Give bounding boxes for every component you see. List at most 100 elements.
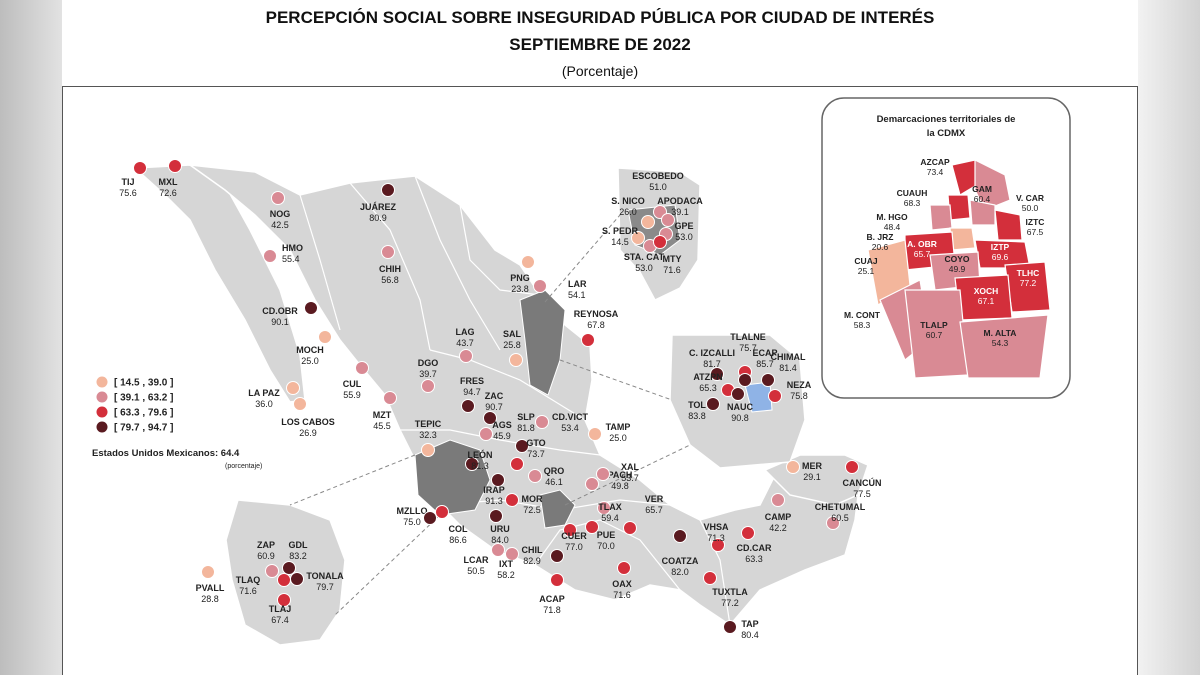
marker-mzt [383, 391, 397, 405]
city-value-chih: 56.8 [381, 275, 399, 285]
district-name-a-obr: A. OBR [907, 239, 937, 249]
city-value-moch: 25.0 [301, 356, 319, 366]
district-name-cuauh: CUAUH [897, 188, 928, 198]
marker-c-izcalli [710, 367, 724, 381]
city-name-pue: PUE [597, 530, 616, 540]
city-name-neza: NEZA [787, 380, 812, 390]
city-name-lag: LAG [456, 327, 475, 337]
city-value-gdl: 83.2 [289, 551, 307, 561]
city-value-nauc: 90.8 [731, 413, 749, 423]
city-name-gpe: GPE [674, 221, 693, 231]
marker-mxl [168, 159, 182, 173]
marker-tij [133, 161, 147, 175]
city-name-juarez: JUÁREZ [360, 202, 397, 212]
district-name-coyo: COYO [944, 254, 969, 264]
city-value-tlalne: 75.7 [739, 343, 757, 353]
district-value-b-jrz: 20.6 [872, 242, 889, 252]
city-value-ixt: 58.2 [497, 570, 515, 580]
city-value-mor: 72.5 [523, 505, 541, 515]
legend-label-3: [ 63.3 , 79.6 ] [114, 408, 173, 419]
legend-label-4: [ 79.7 , 94.7 ] [114, 423, 173, 434]
marker-slp [515, 439, 529, 453]
district-value-iztp: 69.6 [992, 252, 1009, 262]
title-line-1: PERCEPCIÓN SOCIAL SOBRE INSEGURIDAD PÚBL… [265, 8, 935, 27]
marker-tlaq [277, 573, 291, 587]
city-value-irap: 91.3 [485, 496, 503, 506]
city-value-reynosa: 67.8 [587, 320, 605, 330]
marker-zap [265, 564, 279, 578]
marker-oax [617, 561, 631, 575]
city-name-sta-cat: STA. CAT [624, 252, 665, 262]
city-value-col: 86.6 [449, 535, 467, 545]
city-value-tonala: 79.7 [316, 582, 334, 592]
city-value-mer: 29.1 [803, 472, 821, 482]
cdmx-inset: Demarcaciones territoriales de la CDMX [821, 97, 1071, 399]
marker-acap [550, 573, 564, 587]
district-value-cuaj: 25.1 [858, 266, 875, 276]
city-value-mzllo: 75.0 [403, 517, 421, 527]
marker-tepic [421, 443, 435, 457]
city-value-uru: 84.0 [491, 535, 509, 545]
marker-juarez [381, 183, 395, 197]
marker-pach [585, 477, 599, 491]
city-name-cd-obr: CD.OBR [262, 306, 298, 316]
district-value-tlalp: 60.7 [926, 330, 943, 340]
city-name-qro: QRO [544, 466, 565, 476]
city-value-chetumal: 60.5 [831, 513, 849, 523]
city-name-los-cabos: LOS CABOS [281, 417, 335, 427]
city-name-nauc: NAUC [727, 402, 753, 412]
district-name-iztp: IZTP [991, 242, 1010, 252]
city-name-cd-vict: CD.VICT [552, 412, 589, 422]
marker-leon [465, 457, 479, 471]
city-name-tol: TOL [688, 400, 706, 410]
marker-zac [483, 411, 497, 425]
city-value-tij: 75.6 [119, 188, 137, 198]
city-value-s-pedr: 14.5 [611, 237, 629, 247]
district-name-tlalp: TLALP [920, 320, 948, 330]
city-value-tlax: 59.4 [601, 513, 619, 523]
marker-mzllo [435, 505, 449, 519]
city-name-uru: URU [490, 524, 510, 534]
district-name-m-alta: M. ALTA [984, 328, 1017, 338]
marker-apodaca [661, 213, 675, 227]
city-name-gdl: GDL [289, 540, 309, 550]
city-value-gpe: 53.0 [675, 232, 693, 242]
title-line-3: (Porcentaje) [561, 63, 639, 79]
marker-tol [706, 397, 720, 411]
district-name-m-cont: M. CONT [844, 310, 881, 320]
city-name-ags: AGS [492, 420, 512, 430]
city-value-sta-cat: 53.0 [635, 263, 653, 273]
marker-chih [381, 245, 395, 259]
marker-cd-vict [535, 415, 549, 429]
marker-s-nico [641, 215, 655, 229]
legend-swatch-1 [96, 376, 108, 388]
city-name-ixt: IXT [499, 559, 514, 569]
city-value-pvall: 28.8 [201, 594, 219, 604]
city-name-zap: ZAP [257, 540, 275, 550]
city-name-col: COL [449, 524, 469, 534]
city-value-acap: 71.8 [543, 605, 561, 615]
city-name-xal: XAL [621, 462, 640, 472]
city-name-mty: MTY [663, 254, 682, 264]
marker-reynosa [581, 333, 595, 347]
city-name-s-pedr: S. PEDR [602, 226, 639, 236]
city-name-nog: NOG [270, 209, 291, 219]
city-name-tlalne: TLALNE [730, 332, 766, 342]
national-label: Estados Unidos Mexicanos: 64.4 [92, 448, 240, 459]
marker-cd-car [741, 526, 755, 540]
marker-mty [653, 235, 667, 249]
left-margin [0, 0, 62, 675]
marker-cd-obr [304, 301, 318, 315]
legend-label-2: [ 39.1 , 63.2 ] [114, 393, 173, 404]
city-name-tamp: TAMP [606, 422, 631, 432]
city-name-pach: PACH [608, 470, 633, 480]
city-name-atzpn: ATZPN [693, 372, 722, 382]
city-value-png: 23.8 [511, 284, 529, 294]
city-name-tlax: TLAX [598, 502, 622, 512]
city-value-dgo: 39.7 [419, 369, 437, 379]
city-name-leon: LEÓN [467, 449, 492, 460]
marker-cancun [845, 460, 859, 474]
city-value-tap: 80.4 [741, 630, 759, 640]
city-value-pue: 70.0 [597, 541, 615, 551]
city-value-tol: 83.8 [688, 411, 706, 421]
